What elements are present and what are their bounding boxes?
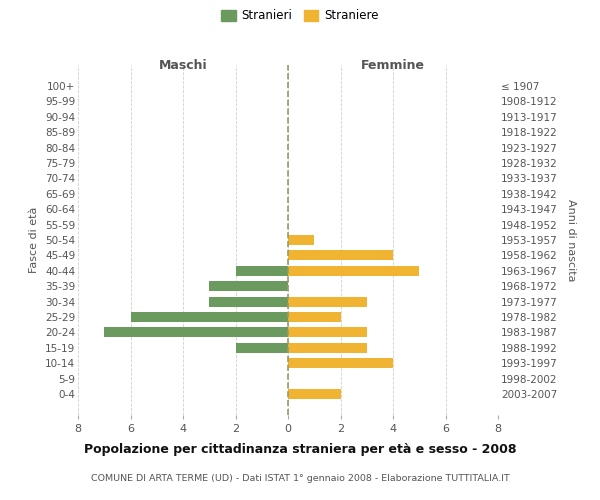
Bar (209, 281, 288, 291)
Bar (235, 266, 288, 276)
Bar (288, 328, 367, 338)
Text: Popolazione per cittadinanza straniera per età e sesso - 2008: Popolazione per cittadinanza straniera p… (84, 442, 516, 456)
Bar (288, 250, 393, 260)
Bar (288, 358, 393, 368)
Bar (288, 343, 367, 353)
Bar (288, 235, 314, 245)
Bar (209, 296, 288, 306)
Bar (288, 296, 367, 306)
Legend: Stranieri, Straniere: Stranieri, Straniere (218, 6, 382, 26)
Y-axis label: Fasce di età: Fasce di età (29, 207, 40, 273)
Bar (288, 389, 341, 399)
Y-axis label: Anni di nascita: Anni di nascita (566, 198, 576, 281)
Bar (104, 328, 288, 338)
Bar (288, 312, 341, 322)
Text: Maschi: Maschi (158, 59, 208, 72)
Bar (235, 343, 288, 353)
Text: Femmine: Femmine (361, 59, 425, 72)
Bar (288, 266, 419, 276)
Bar (130, 312, 288, 322)
Text: COMUNE DI ARTA TERME (UD) - Dati ISTAT 1° gennaio 2008 - Elaborazione TUTTITALIA: COMUNE DI ARTA TERME (UD) - Dati ISTAT 1… (91, 474, 509, 483)
